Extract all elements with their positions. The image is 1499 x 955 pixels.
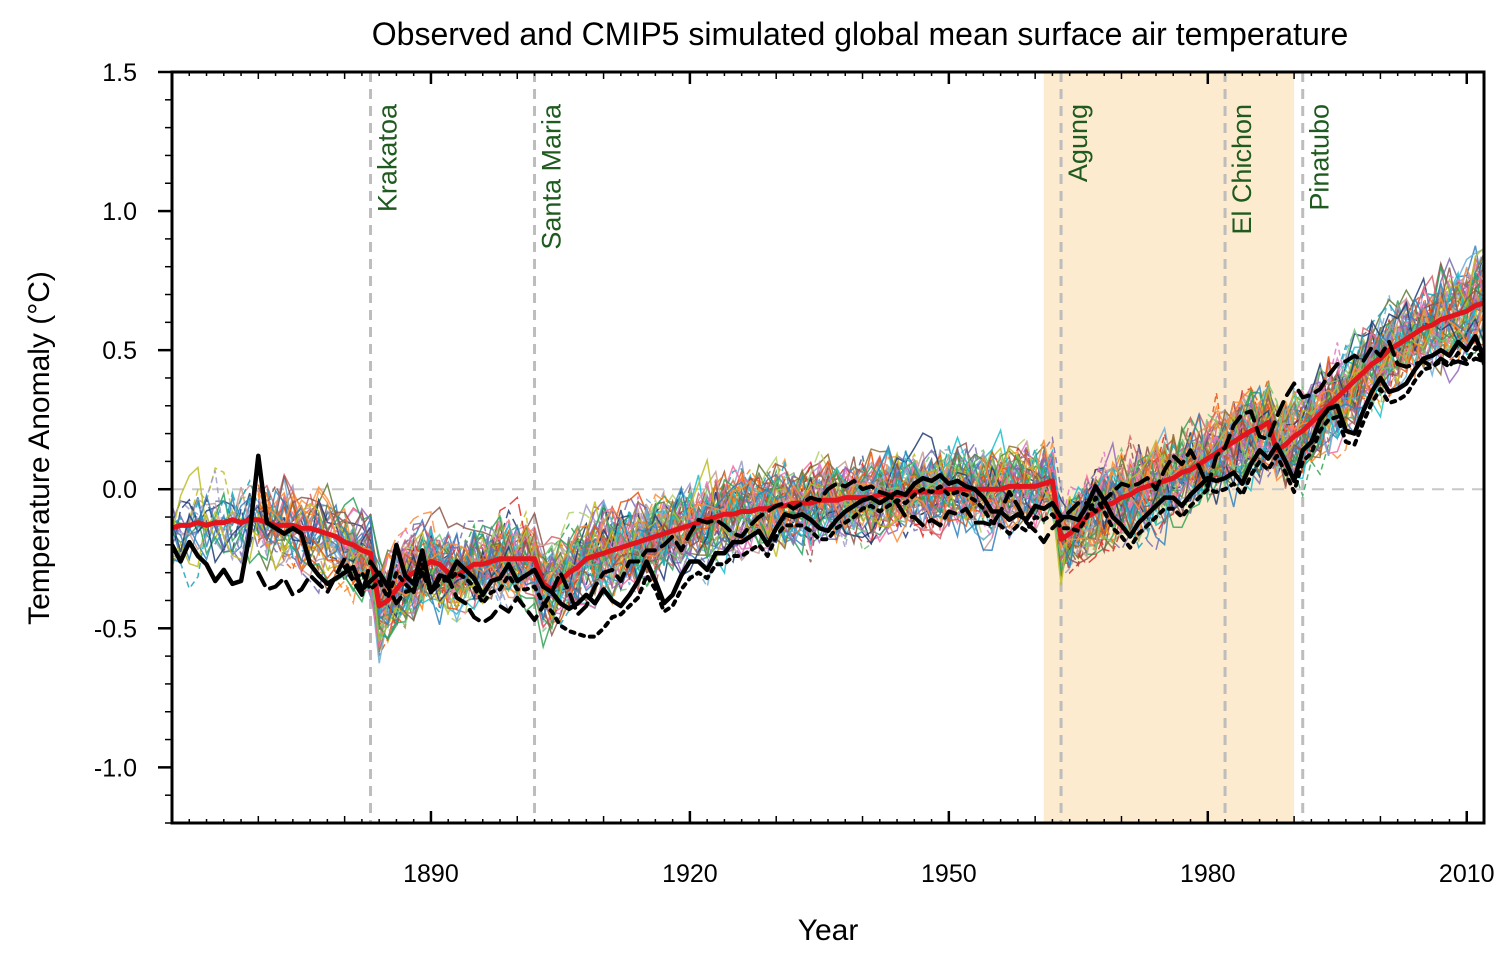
y-tick-label: 0.5 — [102, 337, 137, 365]
x-tick-label: 1920 — [662, 860, 718, 888]
y-tick-label: -0.5 — [94, 615, 137, 643]
chart-title: Observed and CMIP5 simulated global mean… — [372, 16, 1348, 52]
model-run-line — [172, 246, 1484, 644]
x-tick-label: 1980 — [1180, 860, 1236, 888]
observation-dashed-line — [256, 339, 1484, 625]
observation-solid-line — [172, 333, 1484, 612]
model-run-line — [172, 282, 1484, 626]
volcano-label: Krakatoa — [373, 103, 403, 212]
y-tick-label: -1.0 — [94, 754, 137, 782]
model-run-line — [257, 278, 1484, 617]
observation-dotted-line — [342, 345, 1484, 639]
model-run-line — [257, 276, 1484, 613]
y-axis-title: Temperature Anomaly (°C) — [23, 271, 56, 625]
plot-area: Krakatoa Santa Maria Agung El Chichon Pinatu… — [172, 72, 1484, 823]
x-tick-label: 1950 — [921, 860, 977, 888]
model-run-line — [343, 274, 1484, 615]
model-run-line — [257, 281, 1484, 627]
volcano-label: Agung — [1063, 104, 1093, 182]
y-tick-label: 1.0 — [102, 198, 137, 226]
x-axis-title: Year — [798, 914, 859, 947]
model-run-line — [257, 275, 1484, 604]
volcano-label: Santa Maria — [537, 103, 567, 250]
y-tick-label: 1.5 — [102, 59, 137, 87]
model-run-line — [172, 300, 1484, 619]
multi-model-mean-line — [172, 299, 1484, 609]
x-tick-label: 2010 — [1439, 860, 1495, 888]
x-tick-label: 1890 — [403, 860, 459, 888]
model-runs — [172, 245, 1484, 664]
volcano-label: El Chichon — [1227, 104, 1257, 235]
model-run-line — [344, 303, 1484, 631]
y-tick-label: 0.0 — [102, 476, 137, 504]
axes: 1890 1920 1950 1980 2010 -1.0 -0.5 0.0 0.5 1.0 1.5 — [94, 59, 1495, 888]
volcano-label: Pinatubo — [1305, 104, 1335, 211]
